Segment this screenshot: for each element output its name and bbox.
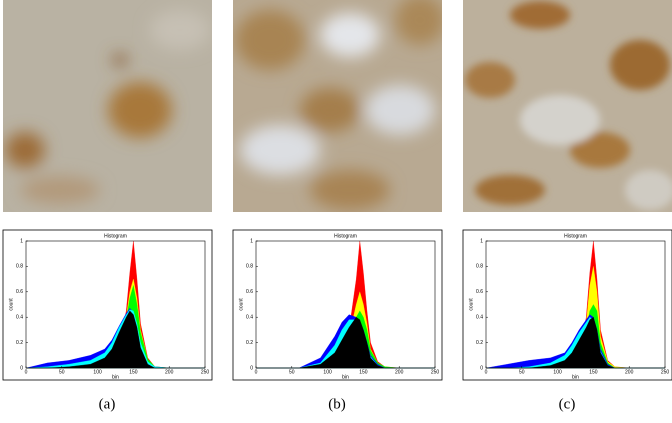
x-tick-label: 100: [553, 369, 562, 375]
y-tick-label: 1: [480, 238, 483, 244]
y-tick-label: 0.2: [476, 340, 483, 346]
y-axis-label: count: [8, 298, 14, 311]
chart-title: Histogram: [104, 233, 127, 239]
x-tick-label: 150: [589, 369, 598, 375]
x-tick-label: 250: [431, 369, 440, 375]
caption: (c): [559, 396, 576, 412]
plot-area: [255, 240, 436, 369]
y-tick-label: 0.2: [16, 340, 23, 346]
x-tick-label: 250: [661, 369, 670, 375]
plot-area: [485, 240, 666, 369]
x-axis-label: bin: [342, 374, 349, 380]
y-tick-label: 0.8: [246, 264, 253, 270]
plot-area: [25, 240, 206, 369]
y-tick-label: 0.6: [16, 289, 23, 295]
y-tick-label: 0.4: [246, 315, 253, 321]
x-tick-label: 50: [519, 369, 525, 375]
x-tick-label: 250: [201, 369, 210, 375]
chart-title: Histogram: [564, 233, 587, 239]
x-tick-label: 100: [93, 369, 102, 375]
y-axis-label: count: [468, 298, 474, 311]
x-tick-label: 50: [289, 369, 295, 375]
y-tick-label: 0.4: [16, 315, 23, 321]
chart-title: Histogram: [334, 233, 357, 239]
x-tick-label: 150: [359, 369, 368, 375]
y-tick-label: 0: [250, 365, 253, 371]
x-tick-label: 0: [25, 369, 28, 375]
caption: (b): [328, 396, 346, 412]
y-axis-label: count: [238, 298, 244, 311]
y-tick-label: 0.8: [16, 264, 23, 270]
x-tick-label: 150: [129, 369, 138, 375]
histogram-area: [25, 309, 205, 369]
texture-image: [3, 0, 212, 212]
x-axis-label: bin: [572, 374, 579, 380]
x-tick-label: 0: [485, 369, 488, 375]
caption: (a): [99, 396, 116, 412]
texture-image: [233, 0, 442, 212]
y-tick-label: 1: [20, 238, 23, 244]
y-tick-label: 0.4: [476, 315, 483, 321]
y-tick-label: 1: [250, 238, 253, 244]
x-tick-label: 100: [323, 369, 332, 375]
y-tick-label: 0.6: [476, 289, 483, 295]
x-tick-label: 50: [59, 369, 65, 375]
y-tick-label: 0.8: [476, 264, 483, 270]
y-tick-label: 0.6: [246, 289, 253, 295]
y-tick-label: 0: [480, 365, 483, 371]
y-tick-label: 0: [20, 365, 23, 371]
texture-image: [463, 0, 672, 212]
x-tick-label: 200: [395, 369, 404, 375]
x-tick-label: 200: [165, 369, 174, 375]
x-tick-label: 200: [625, 369, 634, 375]
y-tick-label: 0.2: [246, 340, 253, 346]
x-tick-label: 0: [255, 369, 258, 375]
x-axis-label: bin: [112, 374, 119, 380]
